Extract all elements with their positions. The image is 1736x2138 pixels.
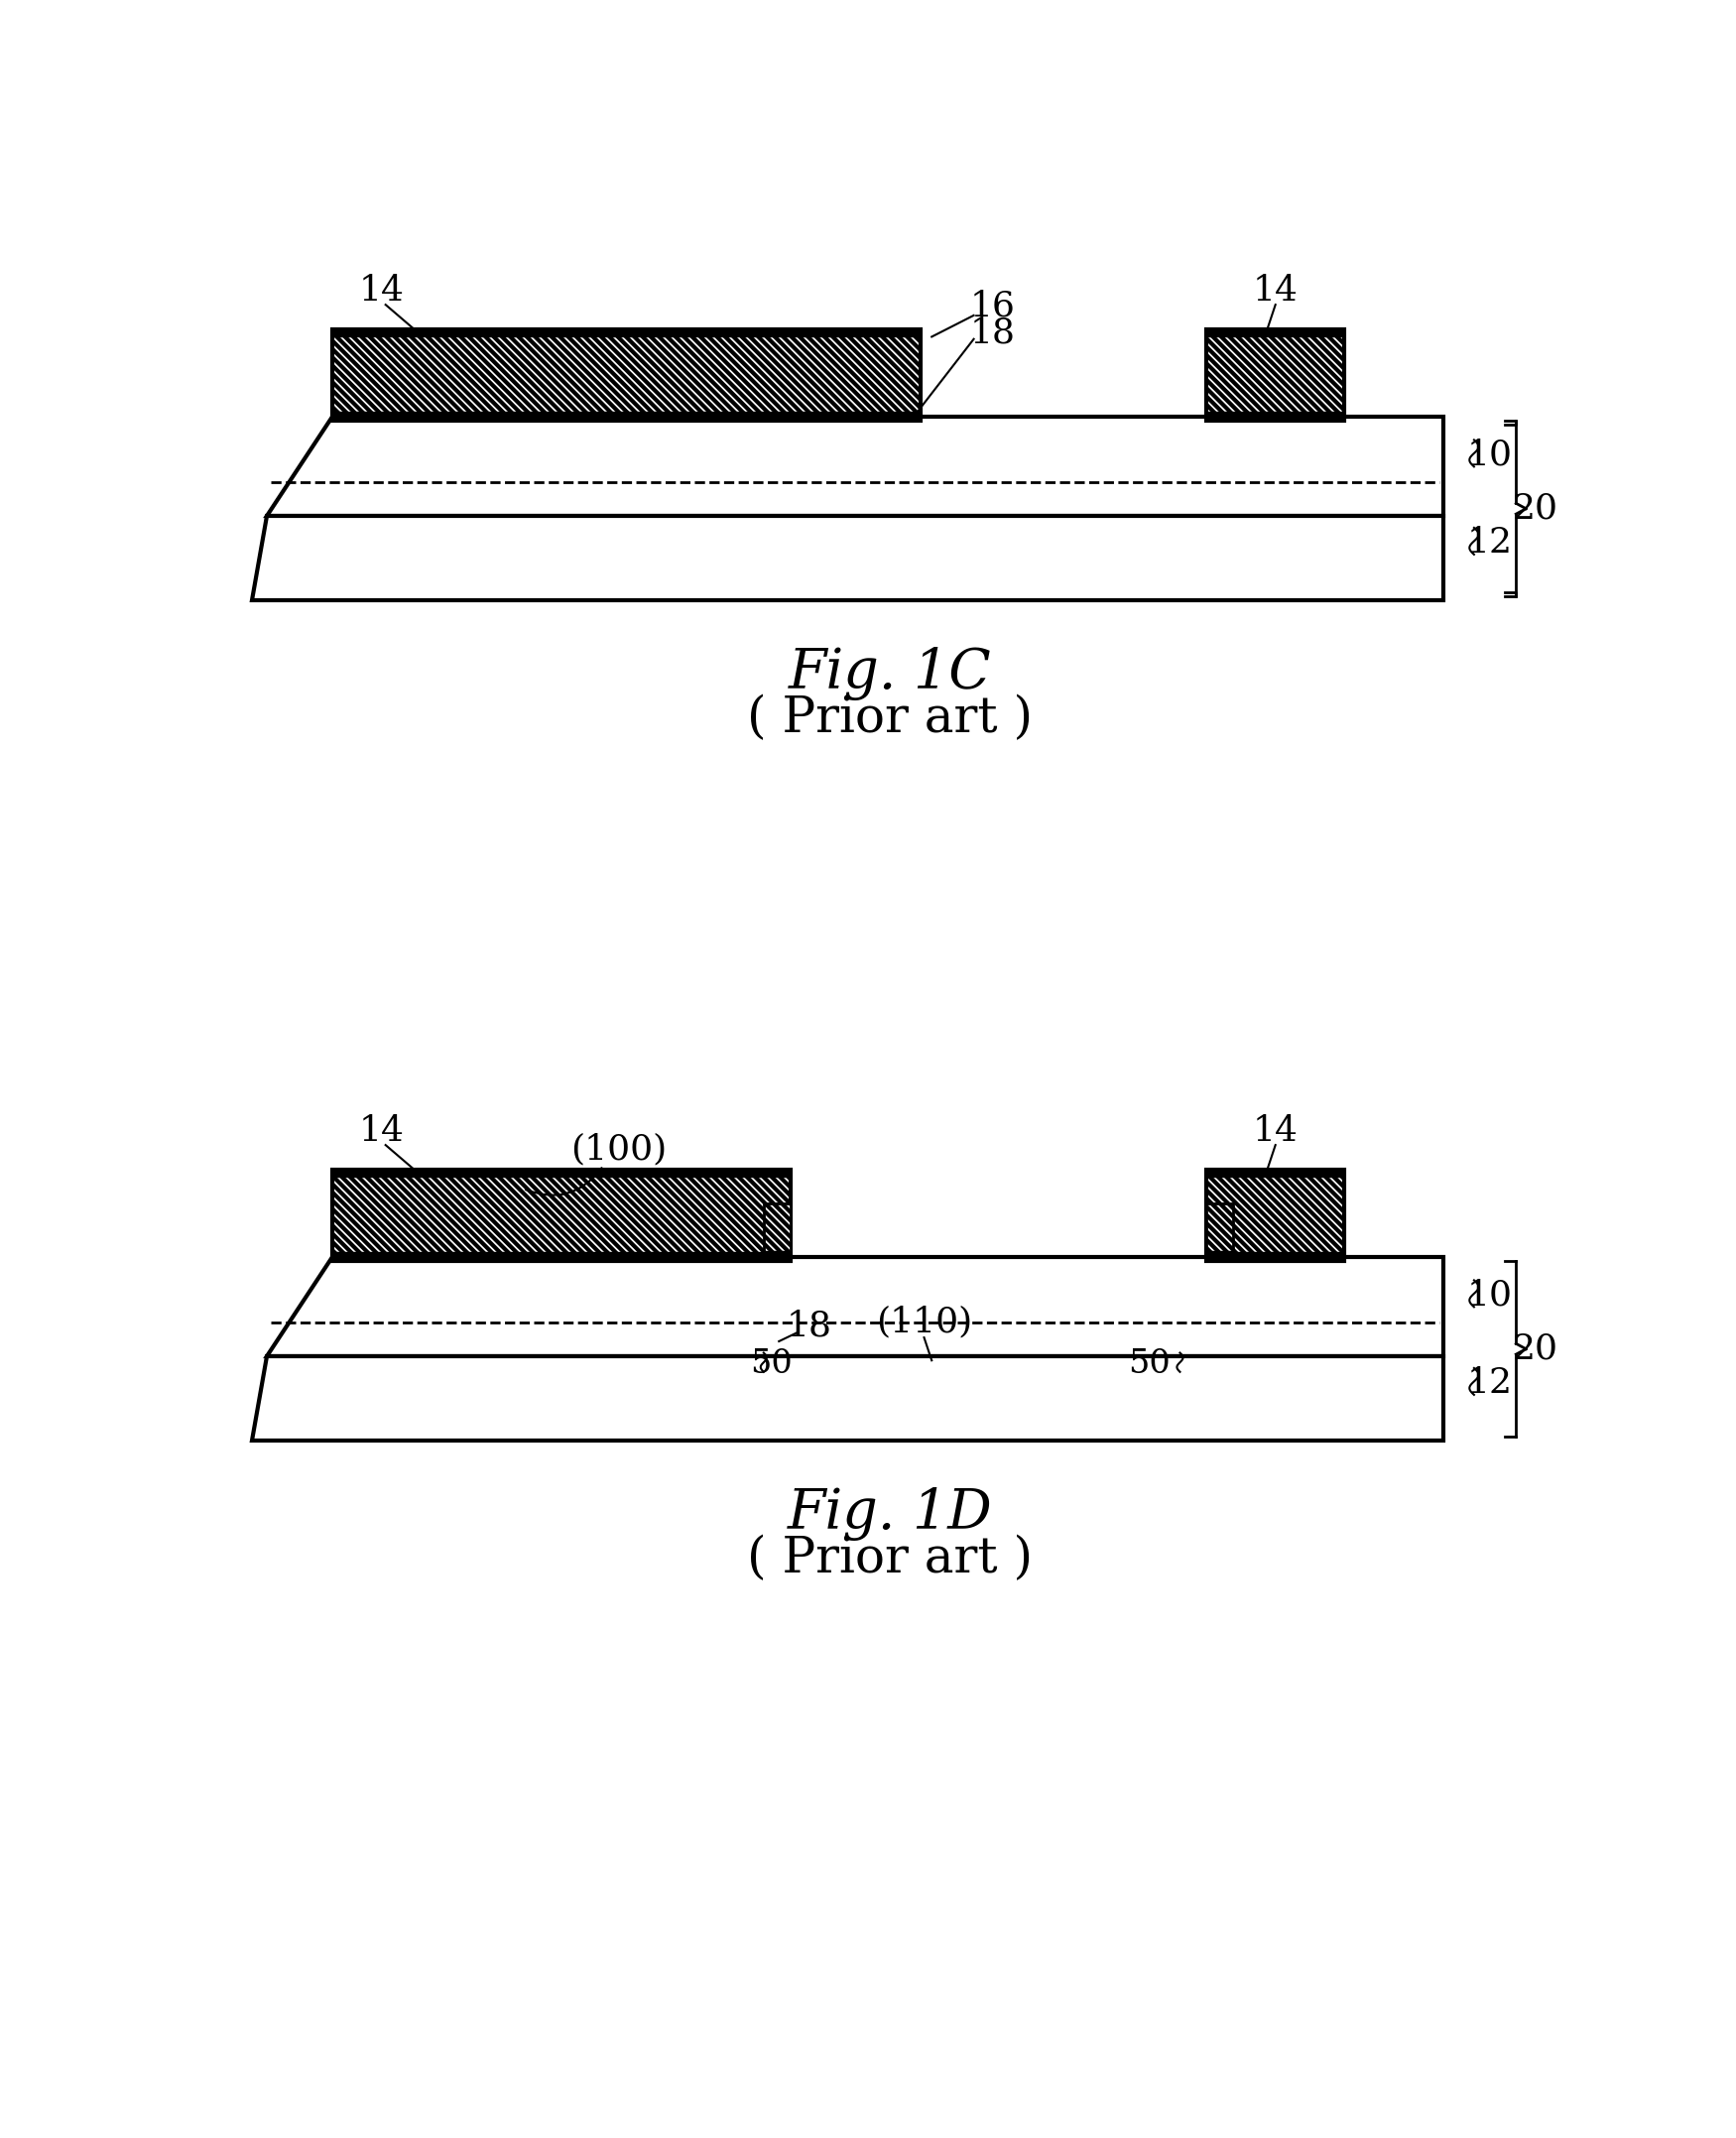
Text: (100): (100) [571, 1131, 667, 1165]
Bar [764, 1204, 790, 1257]
Bar [332, 329, 920, 421]
Bar [1207, 1169, 1344, 1261]
Bar [1207, 1169, 1344, 1178]
Text: 14: 14 [359, 1114, 404, 1148]
Bar [764, 1251, 790, 1257]
Bar [332, 1169, 790, 1178]
Text: 10: 10 [1467, 1279, 1512, 1313]
Bar [1207, 1251, 1234, 1257]
Bar [332, 329, 920, 338]
Polygon shape [252, 1358, 1444, 1441]
Bar [332, 413, 920, 421]
Text: ( Prior art ): ( Prior art ) [746, 695, 1033, 744]
Text: 16: 16 [970, 289, 1016, 323]
Text: 20: 20 [1512, 1332, 1557, 1366]
Text: ( Prior art ): ( Prior art ) [746, 1535, 1033, 1584]
Text: 12: 12 [1467, 1366, 1512, 1400]
Text: 50: 50 [750, 1349, 793, 1381]
Polygon shape [267, 1257, 1444, 1358]
Bar [1207, 329, 1344, 421]
Bar [1207, 413, 1344, 421]
Text: 20: 20 [1512, 492, 1557, 526]
Polygon shape [252, 515, 1444, 601]
Text: Fig. 1C: Fig. 1C [788, 646, 991, 699]
Bar [1207, 329, 1344, 338]
Text: 50: 50 [1128, 1349, 1170, 1381]
Text: (110): (110) [877, 1306, 972, 1338]
Text: Fig. 1D: Fig. 1D [786, 1486, 993, 1539]
Text: 14: 14 [1253, 274, 1299, 308]
Bar [1207, 1204, 1234, 1257]
Text: 12: 12 [1467, 526, 1512, 560]
Bar [1207, 1253, 1344, 1261]
Text: 18: 18 [970, 316, 1016, 351]
Text: 14: 14 [359, 274, 404, 308]
Polygon shape [267, 417, 1444, 515]
Text: 10: 10 [1467, 438, 1512, 472]
Bar [332, 1253, 790, 1261]
Text: 18: 18 [786, 1308, 832, 1343]
Bar [332, 1169, 790, 1261]
Text: 14: 14 [1253, 1114, 1299, 1148]
